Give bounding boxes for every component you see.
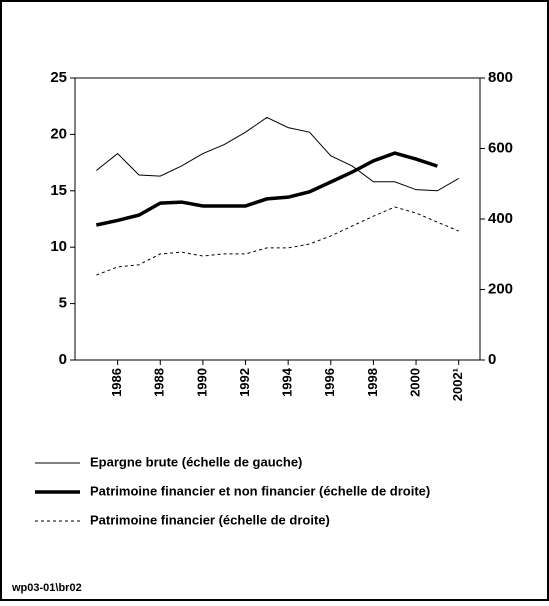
y-tick-label: 0 — [59, 351, 67, 368]
x-tick-label: 1986 — [109, 368, 124, 397]
x-tick-label: 2000 — [407, 368, 422, 397]
x-tick-label: 1998 — [365, 368, 380, 397]
x-tick-label: 2002¹ — [450, 368, 465, 401]
y-tick-label: 20 — [50, 125, 67, 142]
y2-tick-label: 400 — [488, 210, 513, 227]
x-tick-label: 1994 — [280, 367, 295, 397]
legend-label: Patrimoine financier (échelle de droite) — [90, 512, 330, 527]
x-tick-label: 1988 — [152, 368, 167, 397]
legend-label: Epargne brute (échelle de gauche) — [90, 454, 302, 469]
plot-area — [74, 77, 481, 361]
series-line — [95, 151, 438, 227]
x-tick-label: 1992 — [237, 368, 252, 397]
y2-tick-label: 600 — [488, 139, 513, 156]
y-tick-label: 15 — [50, 182, 67, 199]
footnote: wp03-01\br02 — [11, 582, 82, 594]
x-tick-label: 1990 — [194, 368, 209, 397]
y-tick-label: 10 — [50, 238, 67, 255]
legend-label: Patrimoine financier et non financier (é… — [90, 483, 430, 498]
y-tick-label: 25 — [50, 69, 67, 86]
y-tick-label: 5 — [59, 295, 67, 312]
y2-tick-label: 0 — [488, 351, 496, 368]
y2-tick-label: 200 — [488, 280, 513, 297]
x-tick-label: 1996 — [322, 368, 337, 397]
series-line — [96, 206, 459, 276]
y2-tick-label: 800 — [488, 69, 513, 86]
series-line — [96, 116, 459, 192]
